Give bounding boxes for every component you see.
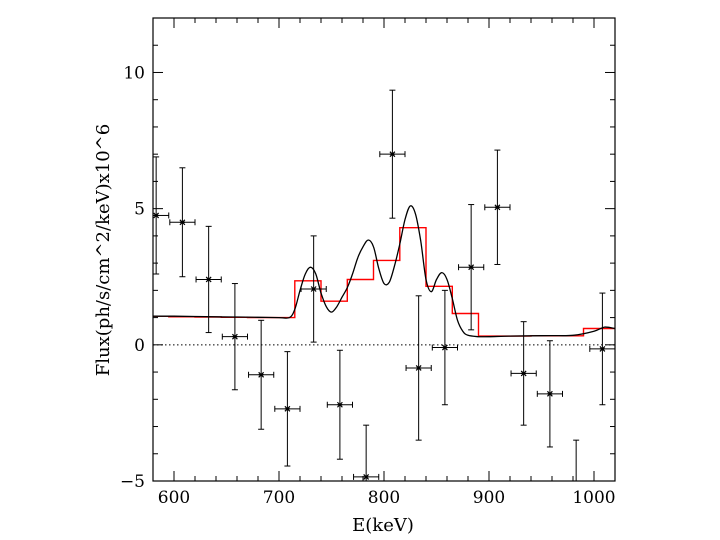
y-tick-label: 5 [134, 200, 145, 220]
data-point [458, 204, 485, 331]
x-tick-label: 900 [473, 488, 505, 508]
data-points-layer [153, 89, 616, 481]
data-point-marker [520, 370, 527, 377]
x-tick-label: 600 [158, 488, 190, 508]
plot-frame [152, 17, 616, 482]
data-point [195, 225, 222, 334]
model-layer [152, 205, 616, 338]
data-point-marker [179, 219, 186, 226]
data-point [169, 167, 196, 278]
data-point-marker [441, 344, 448, 351]
data-point [510, 321, 537, 426]
x-tick-label: 800 [368, 488, 400, 508]
data-point-marker [153, 212, 160, 219]
x-tick-label: 700 [263, 488, 295, 508]
data-point [405, 295, 432, 441]
data-point-marker [389, 151, 396, 158]
model-smooth-curve [152, 205, 616, 338]
data-point [536, 340, 563, 448]
data-point [153, 156, 170, 275]
data-point-marker [546, 390, 553, 397]
model-step-histogram [153, 227, 615, 337]
data-point [379, 89, 406, 219]
data-point-marker [284, 405, 291, 412]
data-point-marker [599, 345, 606, 352]
data-point-marker [415, 365, 422, 371]
data-point [326, 349, 353, 460]
y-axis-title: Flux(ph/s/cm^2/keV)x10^6 [93, 124, 114, 376]
data-point [589, 292, 616, 406]
data-point-marker [336, 401, 343, 408]
data-point [248, 319, 275, 430]
data-point-marker [468, 264, 475, 271]
data-point [221, 283, 248, 391]
data-point-marker [310, 286, 317, 292]
data-point-marker [231, 333, 238, 340]
ticks-layer: 600 700 800 900 1000 −5 0 5 10 [120, 17, 616, 508]
data-point [573, 439, 580, 481]
x-axis-title: E(keV) [352, 515, 414, 536]
y-tick-label: 0 [134, 336, 145, 356]
plot-frame-layer [152, 17, 616, 482]
data-point [274, 351, 301, 467]
y-tick-label: −5 [120, 472, 145, 492]
data-point [484, 149, 511, 265]
data-point-marker [205, 276, 212, 283]
data-point [300, 235, 327, 343]
data-point [431, 289, 458, 406]
x-tick-label: 1000 [572, 488, 615, 508]
data-point-marker [363, 473, 370, 480]
data-point [353, 424, 380, 481]
y-tick-label: 10 [123, 63, 145, 83]
data-point-marker [494, 204, 501, 211]
data-point-marker [258, 371, 265, 378]
